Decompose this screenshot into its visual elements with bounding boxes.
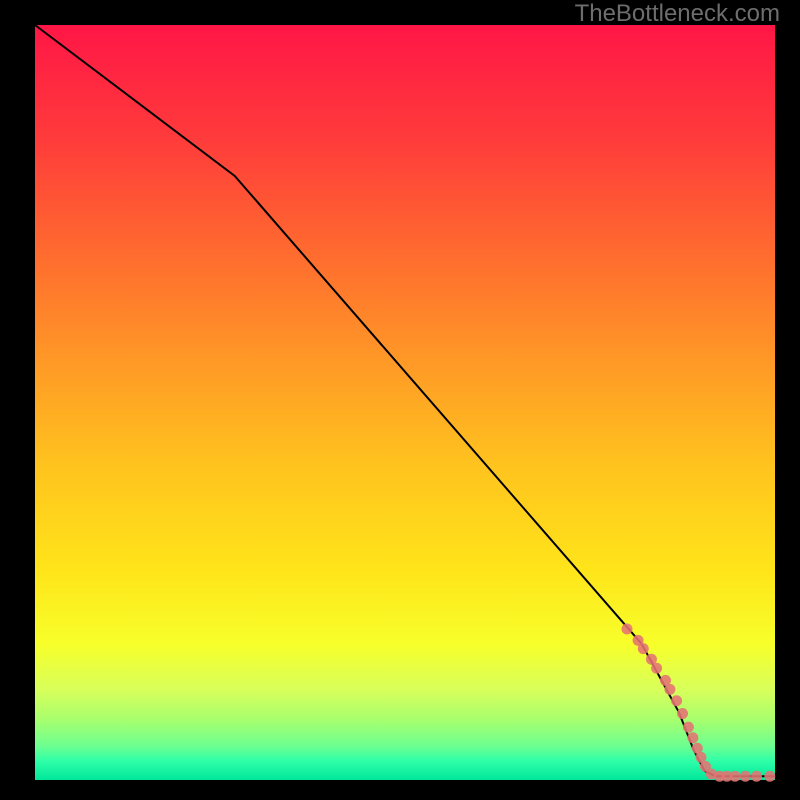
data-marker (671, 695, 682, 706)
watermark-text: TheBottleneck.com (575, 0, 780, 28)
marker-group (622, 624, 776, 782)
curve-layer (35, 25, 775, 780)
data-marker (677, 708, 688, 719)
data-marker (664, 684, 675, 695)
data-marker (740, 771, 751, 782)
data-marker (638, 643, 649, 654)
data-marker (764, 771, 775, 782)
bottleneck-curve (35, 25, 775, 776)
data-marker (651, 663, 662, 674)
data-marker (622, 624, 633, 635)
data-marker (730, 771, 741, 782)
data-marker (751, 771, 762, 782)
chart-canvas: TheBottleneck.com (0, 0, 800, 800)
data-marker (687, 732, 698, 743)
plot-area (35, 25, 775, 780)
data-marker (683, 722, 694, 733)
